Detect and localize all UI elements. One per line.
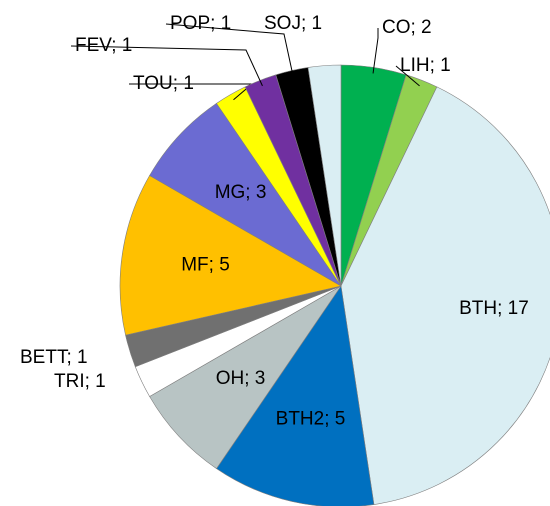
data-label: SOJ; 1: [264, 13, 322, 34]
pie-slice: [149, 285, 342, 470]
data-label: BETT; 1: [20, 347, 88, 368]
data-label: MG; 3: [215, 182, 267, 203]
data-label: BTH; 17: [459, 298, 529, 319]
data-label: MF; 5: [181, 255, 230, 276]
data-label: CO; 2: [382, 17, 432, 38]
leader-line: [395, 65, 420, 87]
pie-slice: [149, 102, 342, 287]
data-label: LIH; 1: [400, 55, 451, 76]
data-label: OH; 3: [216, 368, 266, 389]
data-label: TOU; 1: [133, 73, 194, 94]
pie-slice: [340, 86, 550, 505]
data-label: TRI; 1: [54, 371, 106, 392]
pie-slice: [307, 64, 342, 287]
leader-line: [372, 28, 379, 74]
data-label: BTH2; 5: [276, 409, 346, 430]
leader-line: [165, 23, 294, 77]
data-label: FEV; 1: [75, 35, 132, 56]
data-label: POP; 1: [170, 13, 231, 34]
leader-line: [70, 45, 263, 87]
pie-slice: [119, 175, 342, 336]
